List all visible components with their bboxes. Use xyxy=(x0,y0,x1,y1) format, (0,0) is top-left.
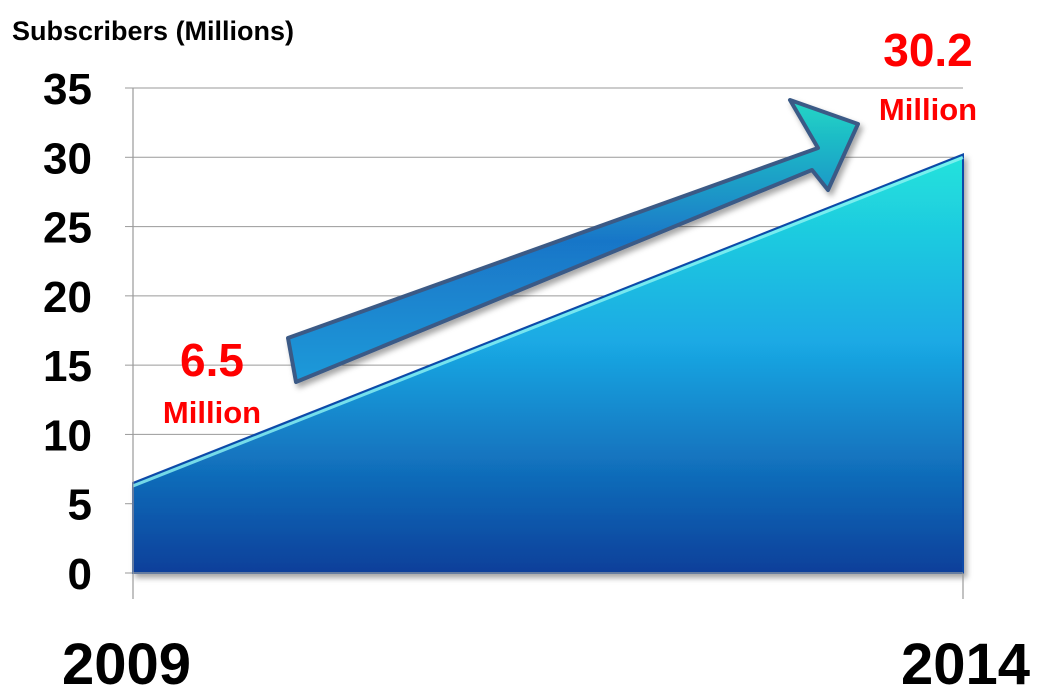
callout-start-value: 6.5 xyxy=(180,334,244,386)
y-tick-label: 25 xyxy=(43,204,92,253)
x-tick-label: 2009 xyxy=(62,632,191,691)
x-tick-label: 2014 xyxy=(901,632,1030,691)
y-tick-label: 15 xyxy=(43,342,92,391)
y-tick-label: 20 xyxy=(43,273,92,322)
callout-end-unit: Million xyxy=(879,92,977,127)
area-series xyxy=(132,153,964,574)
y-axis-label: Subscribers (Millions) xyxy=(12,16,294,46)
area-top-edge xyxy=(132,156,964,488)
growth-arrow xyxy=(286,98,860,384)
area-fill xyxy=(132,153,964,574)
y-tick-label: 35 xyxy=(43,65,92,114)
y-tick-label: 30 xyxy=(43,134,92,183)
y-tick-label: 5 xyxy=(68,481,92,530)
axes xyxy=(132,88,964,599)
y-tick-label: 0 xyxy=(68,550,92,599)
y-tick-label: 10 xyxy=(43,411,92,460)
x-tick-labels: 2009 2014 xyxy=(62,632,1030,691)
callout-end-value: 30.2 xyxy=(883,24,973,76)
callout-start-unit: Million xyxy=(163,395,261,430)
y-tick-labels: 0 5 10 15 20 25 30 35 xyxy=(43,65,92,599)
